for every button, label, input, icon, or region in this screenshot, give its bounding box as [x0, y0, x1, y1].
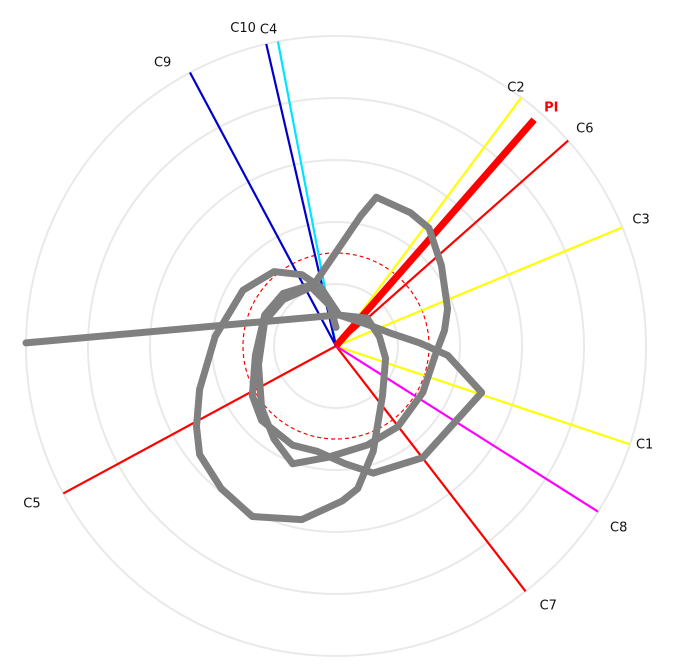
vector-label-c3: C3	[632, 212, 649, 227]
vector-label-c9: C9	[154, 56, 171, 71]
vector-label-c8: C8	[610, 521, 627, 536]
vector-c6	[335, 139, 569, 347]
vector-label-c4: C4	[260, 22, 277, 37]
vector-label-c6: C6	[576, 122, 593, 137]
grid-ring-1	[273, 283, 399, 409]
trajectory-path	[22, 193, 486, 524]
vector-c3	[335, 226, 623, 348]
vector-pi	[333, 117, 537, 349]
vector-label-c7: C7	[540, 598, 557, 613]
trajectory-path-group	[22, 193, 486, 524]
vector-c7	[335, 345, 527, 592]
vector-c9	[189, 72, 337, 347]
grid-ring-4	[87, 97, 585, 595]
vector-labels: C1 C2 C3 C4 C5 C6 C7 C8 C9 C10 PI	[23, 21, 653, 613]
vector-label-c5: C5	[23, 496, 40, 511]
vector-label-c10: C10	[230, 21, 256, 36]
vector-label-c2: C2	[507, 80, 524, 95]
grid-ring-3	[149, 159, 523, 533]
vector-c2	[335, 96, 523, 347]
vector-label-pi: PI	[544, 101, 558, 116]
vector-label-c1: C1	[636, 437, 653, 452]
vector-c8	[335, 345, 599, 513]
